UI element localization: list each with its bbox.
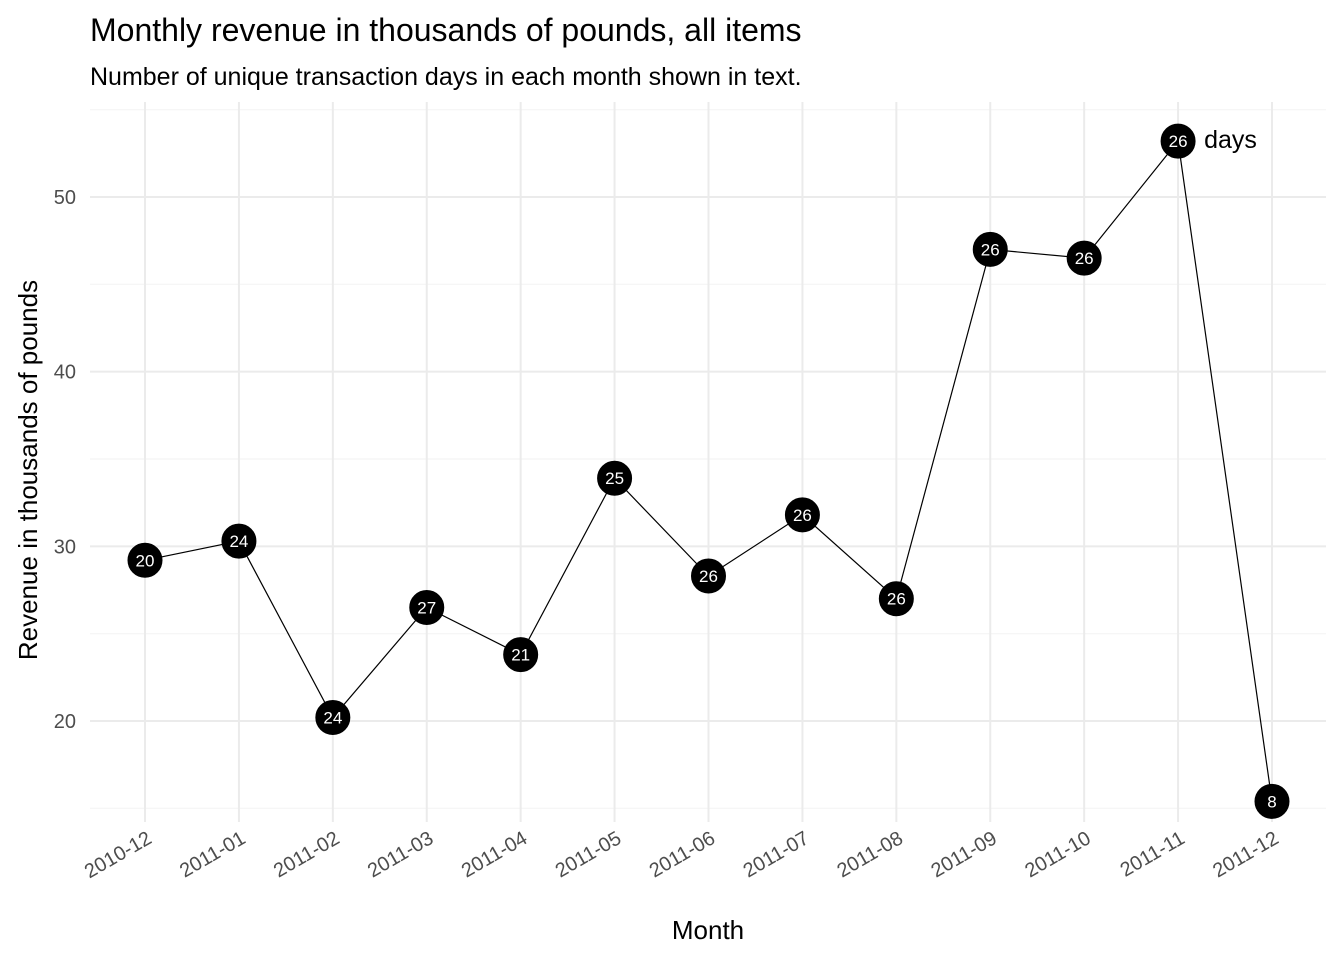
data-point — [221, 523, 257, 559]
x-tick-label: 2011-12 — [1209, 827, 1282, 882]
point-label: 26 — [793, 506, 812, 525]
y-tick-label: 40 — [54, 362, 76, 384]
data-point — [503, 637, 539, 673]
point-label: 26 — [1169, 132, 1188, 151]
y-tick-label: 20 — [54, 711, 76, 733]
data-point — [691, 558, 726, 594]
x-tick-label: 2011-01 — [176, 827, 249, 882]
data-point — [409, 589, 445, 625]
x-tick-label: 2011-02 — [270, 827, 343, 882]
chart-subtitle: Number of unique transaction days in eac… — [90, 63, 802, 91]
data-point — [597, 460, 633, 496]
x-tick-label: 2011-08 — [834, 827, 907, 882]
point-label: 26 — [981, 240, 1000, 259]
days-annotation: days — [1204, 126, 1257, 154]
x-tick-label: 2011-11 — [1117, 827, 1189, 881]
x-tick-label: 2011-09 — [927, 827, 1000, 882]
y-tick-label: 50 — [54, 187, 76, 209]
data-point — [784, 497, 820, 533]
y-axis-ticks: 20 30 40 50 — [54, 187, 76, 733]
x-tick-label: 2011-10 — [1021, 827, 1094, 882]
data-point — [315, 700, 351, 736]
point-label: 26 — [699, 567, 718, 586]
grid — [90, 102, 1326, 822]
data-point — [1066, 240, 1102, 276]
data-point — [878, 581, 914, 617]
x-tick-label: 2011-07 — [740, 827, 813, 882]
series-revenue: 20 24 24 27 21 25 26 26 26 26 26 26 8 — [127, 123, 1290, 819]
point-label: 8 — [1267, 792, 1276, 811]
data-point — [972, 231, 1008, 267]
x-tick-label: 2010-12 — [81, 827, 156, 883]
data-point — [1254, 783, 1290, 819]
x-tick-label: 2011-03 — [364, 827, 437, 882]
point-label: 24 — [323, 709, 342, 728]
x-tick-label: 2011-06 — [646, 827, 719, 882]
point-label: 26 — [1075, 249, 1094, 268]
data-point — [127, 542, 163, 578]
point-label: 21 — [511, 646, 530, 665]
point-label: 25 — [605, 469, 624, 488]
x-axis-title: Month — [672, 915, 744, 945]
point-label: 20 — [136, 551, 155, 570]
y-tick-label: 30 — [54, 536, 76, 558]
chart-title: Monthly revenue in thousands of pounds, … — [90, 12, 802, 48]
x-axis-ticks: 2010-12 2011-01 2011-02 2011-03 2011-04 2011-… — [81, 827, 1283, 883]
point-label: 26 — [887, 590, 906, 609]
data-point — [1160, 123, 1196, 159]
point-label: 24 — [229, 532, 248, 551]
y-axis-title: Revenue in thousands of pounds — [13, 280, 43, 660]
x-tick-label: 2011-05 — [552, 827, 625, 882]
x-tick-label: 2011-04 — [458, 827, 531, 882]
point-label: 27 — [417, 598, 436, 617]
